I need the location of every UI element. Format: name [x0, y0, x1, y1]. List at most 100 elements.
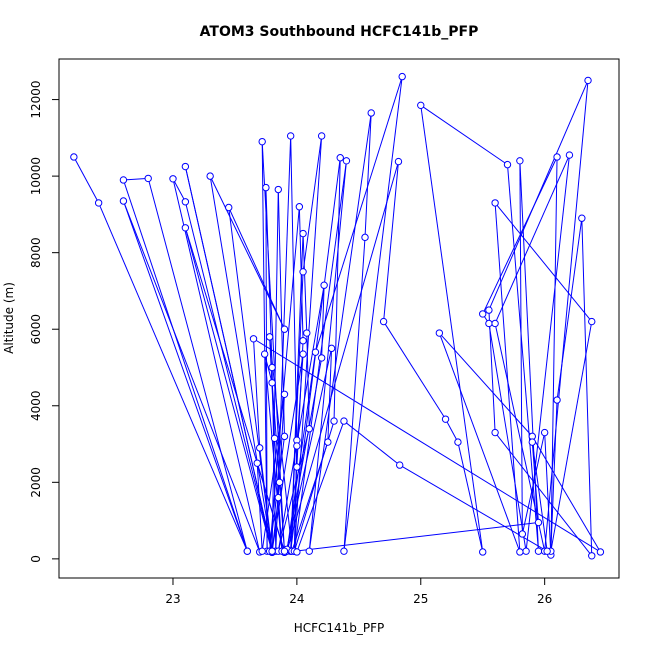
data-point: [534, 518, 543, 527]
x-tick-label: 25: [413, 592, 428, 606]
data-point: [258, 137, 266, 146]
data-point: [398, 72, 406, 81]
series-lines: [73, 76, 601, 557]
data-point: [342, 157, 351, 165]
series-segment: [256, 463, 285, 552]
data-point: [181, 162, 190, 171]
data-point: [394, 157, 403, 166]
data-point: [479, 310, 487, 318]
data-point: [181, 224, 190, 232]
data-point: [340, 547, 348, 555]
series-segment: [296, 354, 304, 446]
data-point: [324, 438, 332, 446]
series-segment: [550, 400, 558, 552]
series-segment: [302, 135, 323, 272]
data-point: [274, 493, 282, 502]
series-segment: [123, 177, 149, 181]
data-point: [243, 547, 252, 555]
data-point: [169, 175, 177, 183]
data-point: [578, 214, 586, 222]
series-segment: [290, 135, 298, 441]
series-segment: [277, 285, 325, 552]
data-point: [553, 396, 561, 404]
data-point: [491, 319, 499, 328]
series-segment: [279, 482, 285, 552]
series-segment: [73, 156, 100, 204]
series-segment: [286, 348, 333, 550]
series-segment: [494, 432, 593, 557]
y-tick-label: 0: [29, 555, 43, 563]
data-point: [534, 547, 543, 555]
series-points: [70, 72, 605, 560]
series-segment: [296, 420, 345, 553]
series-segment: [184, 166, 273, 553]
series-segment: [209, 175, 285, 330]
series-segment: [420, 105, 484, 553]
data-point: [540, 428, 549, 437]
series-segment: [302, 233, 308, 334]
y-tick-label: 10000: [29, 157, 43, 195]
data-point: [516, 548, 524, 556]
series-segment: [550, 321, 593, 552]
series-segment: [488, 310, 496, 433]
series-segment: [122, 179, 248, 552]
series-segment: [184, 201, 273, 552]
series-segment: [269, 206, 300, 552]
series-segment: [122, 200, 261, 553]
data-point: [265, 333, 274, 341]
series-segment: [321, 285, 325, 358]
data-point: [584, 76, 592, 85]
series-segment: [259, 447, 273, 552]
data-point: [417, 101, 425, 110]
y-tick-label: 8000: [29, 237, 43, 268]
series-segment: [494, 202, 593, 322]
data-point: [119, 176, 128, 184]
series-segment: [494, 154, 570, 324]
data-point: [305, 547, 313, 555]
data-point: [225, 203, 233, 212]
data-point: [280, 390, 289, 398]
series-segment: [333, 157, 341, 422]
series-segment: [314, 76, 403, 353]
y-tick-label: 6000: [29, 314, 43, 345]
data-point: [274, 185, 282, 194]
x-tick-label: 24: [289, 592, 304, 606]
series-segment: [261, 141, 268, 552]
series-segment: [261, 394, 285, 552]
data-point: [206, 172, 214, 180]
y-tick-label: 12000: [29, 80, 43, 118]
series-segment: [308, 160, 347, 552]
series-segment: [98, 202, 248, 552]
series-segment: [519, 160, 523, 534]
data-point: [340, 417, 348, 425]
data-point: [70, 153, 78, 161]
data-point: [485, 306, 493, 314]
data-point: [258, 547, 266, 555]
series-segment: [383, 321, 446, 420]
series-segment: [172, 178, 261, 553]
series-segment: [286, 357, 323, 550]
data-point: [454, 438, 462, 446]
data-point: [303, 329, 311, 337]
data-point: [299, 268, 307, 276]
data-point: [275, 478, 284, 487]
data-point: [293, 463, 301, 471]
series-segment: [531, 442, 539, 523]
series-segment: [253, 338, 261, 448]
data-point: [361, 233, 369, 242]
data-point: [396, 461, 404, 469]
data-point: [293, 548, 301, 556]
data-point: [280, 325, 289, 333]
series-segment: [420, 104, 508, 166]
series-segment: [525, 155, 570, 552]
data-point: [588, 317, 596, 326]
series-segment: [291, 441, 329, 552]
series-segment: [445, 418, 459, 443]
data-point: [596, 548, 605, 556]
series-segment: [482, 156, 558, 315]
data-point: [119, 197, 128, 205]
data-point: [311, 348, 320, 356]
series-segment: [122, 200, 248, 552]
data-point: [441, 415, 450, 423]
